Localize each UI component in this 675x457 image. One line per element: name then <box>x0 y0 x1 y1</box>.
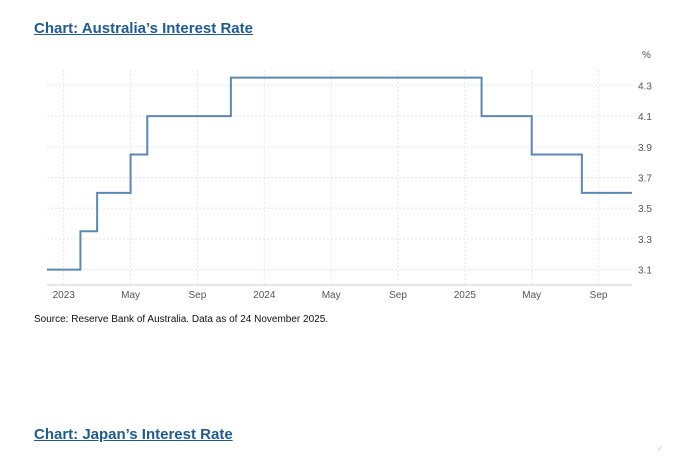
y-axis-unit-label: % <box>642 50 651 61</box>
x-tick-label: 2023 <box>53 290 76 301</box>
y-tick-label: 4.1 <box>638 112 652 123</box>
x-tick-label: 2024 <box>253 290 276 301</box>
y-tick-label: 3.3 <box>638 235 652 246</box>
x-tick-label: 2025 <box>454 290 477 301</box>
x-tick-label: Sep <box>590 290 608 301</box>
x-tick-label: May <box>522 290 541 301</box>
chart-grid <box>47 70 632 285</box>
x-tick-label: May <box>322 290 341 301</box>
corner-watermark: ⁄⁄ <box>658 447 661 453</box>
x-tick-label: Sep <box>189 290 207 301</box>
x-tick-labels: 2023 May Sep 2024 May Sep 2025 May Sep <box>53 290 608 301</box>
y-tick-labels: 3.1 3.3 3.5 3.7 3.9 4.1 4.3 <box>638 81 652 276</box>
series-line-interest-rate <box>47 76 632 271</box>
y-tick-label: 3.9 <box>638 143 652 154</box>
chart-title-link-japan[interactable]: Chart: Japan’s Interest Rate <box>34 426 233 443</box>
chart-title-link-australia[interactable]: Chart: Australia’s Interest Rate <box>34 20 253 37</box>
x-tick-label: May <box>121 290 140 301</box>
interest-rate-chart: % 3.1 3.3 3.5 3.7 3.9 4.1 4.3 2023 May Sep 2024 Ma… <box>47 50 652 301</box>
y-tick-label: 3.1 <box>638 266 652 277</box>
y-tick-label: 3.7 <box>638 174 652 185</box>
y-tick-label: 4.3 <box>638 81 652 92</box>
source-note: Source: Reserve Bank of Australia. Data … <box>34 314 329 325</box>
y-tick-label: 3.5 <box>638 204 652 215</box>
x-tick-label: Sep <box>389 290 407 301</box>
